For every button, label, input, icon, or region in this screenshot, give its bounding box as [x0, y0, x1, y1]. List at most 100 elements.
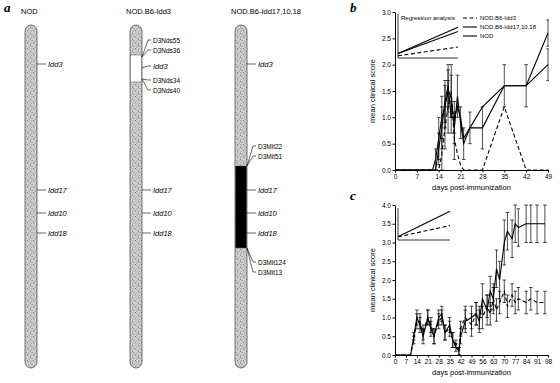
- error-bar-segment: [502, 220, 506, 221]
- error-bar: [513, 291, 517, 314]
- locus-pointer: [142, 50, 151, 57]
- series-line: [398, 226, 450, 237]
- legend-label: NOD.B6-Idd17,10,18: [480, 24, 537, 30]
- error-bar-segment: [513, 313, 517, 314]
- error-bar-segment: [493, 284, 494, 314]
- error-bar-segment: [510, 257, 514, 258]
- error-bar-segment: [449, 75, 453, 76]
- locus-pointer: [142, 79, 151, 90]
- error-bar: [524, 291, 528, 314]
- tick-label: 49: [545, 173, 553, 180]
- error-bar-segment: [460, 321, 461, 336]
- error-bar-segment: [451, 347, 455, 348]
- error-bar-segment: [449, 64, 453, 65]
- tick-label: 56: [479, 358, 487, 365]
- error-bar-segment: [487, 295, 488, 318]
- tick-label: 1.5: [382, 88, 391, 95]
- error-bar-segment: [427, 310, 428, 325]
- error-bar: [506, 295, 510, 318]
- error-bar-segment: [512, 284, 513, 307]
- error-bar-segment: [443, 325, 447, 326]
- error-bar-segment: [440, 106, 444, 107]
- locus-pointer: [37, 190, 46, 191]
- error-bar-segment: [481, 328, 485, 329]
- series-line: [395, 65, 548, 170]
- error-bar-segment: [449, 101, 453, 102]
- error-bar-segment: [524, 313, 528, 314]
- error-bar: [454, 340, 458, 348]
- error-bar-segment: [468, 143, 472, 144]
- error-bar-segment: [440, 325, 444, 326]
- locus-label: D3Mit22: [258, 143, 283, 150]
- locus-label: Idd18: [258, 229, 278, 238]
- error-bar-segment: [485, 295, 489, 296]
- error-bar-segment: [496, 250, 497, 288]
- error-bar-segment: [454, 351, 458, 352]
- tick-label: 2.5: [382, 35, 391, 42]
- locus-label: D3Nds36: [153, 47, 180, 54]
- error-bar-segment: [426, 310, 430, 311]
- error-bar-segment: [446, 106, 450, 107]
- error-bar-segment: [434, 329, 435, 344]
- error-bar-segment: [449, 321, 450, 336]
- error-bar-segment: [455, 340, 456, 348]
- error-bar-segment: [457, 347, 461, 348]
- tick-label: 77: [512, 358, 520, 365]
- tick: 49: [468, 355, 476, 365]
- error-bar-segment: [444, 80, 445, 122]
- tick-label: 42: [457, 358, 465, 365]
- error-bar-segment: [543, 313, 547, 314]
- tick-label: 3.0: [382, 9, 391, 16]
- error-bar: [418, 314, 422, 329]
- tick: 42: [457, 355, 465, 365]
- locus-label: Idd3: [48, 60, 63, 69]
- tick-mark: [393, 170, 396, 171]
- error-bar-segment: [487, 295, 488, 325]
- tick-mark: [393, 280, 396, 281]
- locus-pointer: [37, 64, 46, 65]
- error-bar-segment: [440, 148, 444, 149]
- error-bar-segment: [476, 303, 477, 326]
- error-bar-segment: [506, 212, 510, 213]
- error-bar-segment: [451, 332, 455, 333]
- figure: abcNODIdd3Idd17Idd10Idd18NOD.B6-Idd3D3Nd…: [0, 0, 560, 383]
- error-bar-segment: [543, 242, 547, 243]
- error-bar-segment: [548, 20, 549, 46]
- error-bar: [495, 299, 499, 322]
- tick-mark: [393, 205, 396, 206]
- tick: 56: [479, 355, 487, 365]
- tick-mark: [393, 355, 396, 356]
- tick-label: 42: [523, 173, 531, 180]
- error-bar: [524, 205, 528, 243]
- locus-label: D3Nds55: [153, 37, 180, 44]
- error-bar-segment: [426, 325, 430, 326]
- panel-label: a: [4, 0, 11, 15]
- tick: 1.5: [382, 295, 395, 302]
- locus-pointer: [142, 79, 151, 80]
- error-bar-segment: [429, 317, 433, 318]
- error-bar-segment: [504, 220, 505, 265]
- error-bar-segment: [495, 287, 499, 288]
- tick: 28: [479, 170, 487, 180]
- error-bar: [495, 250, 499, 288]
- tick: 28: [436, 355, 444, 365]
- error-bar-segment: [456, 75, 460, 76]
- error-bar-segment: [546, 19, 549, 20]
- error-bar-segment: [495, 321, 499, 322]
- y-axis-title: mean clinical score: [368, 59, 377, 123]
- error-bar: [415, 314, 419, 329]
- error-bar: [474, 303, 478, 326]
- error-bar-segment: [546, 80, 549, 81]
- error-bar-segment: [510, 283, 514, 284]
- error-bar-segment: [474, 325, 478, 326]
- error-bar-segment: [537, 205, 538, 243]
- error-bar: [421, 325, 425, 340]
- error-bar-segment: [470, 306, 474, 307]
- tick-label: 0.5: [382, 140, 391, 147]
- error-bar: [502, 280, 506, 303]
- error-bar-segment: [462, 159, 466, 160]
- error-bar-segment: [524, 205, 528, 206]
- error-bar-segment: [432, 328, 436, 329]
- tick-label: 2.5: [382, 258, 391, 265]
- tick: 0.0: [382, 167, 395, 174]
